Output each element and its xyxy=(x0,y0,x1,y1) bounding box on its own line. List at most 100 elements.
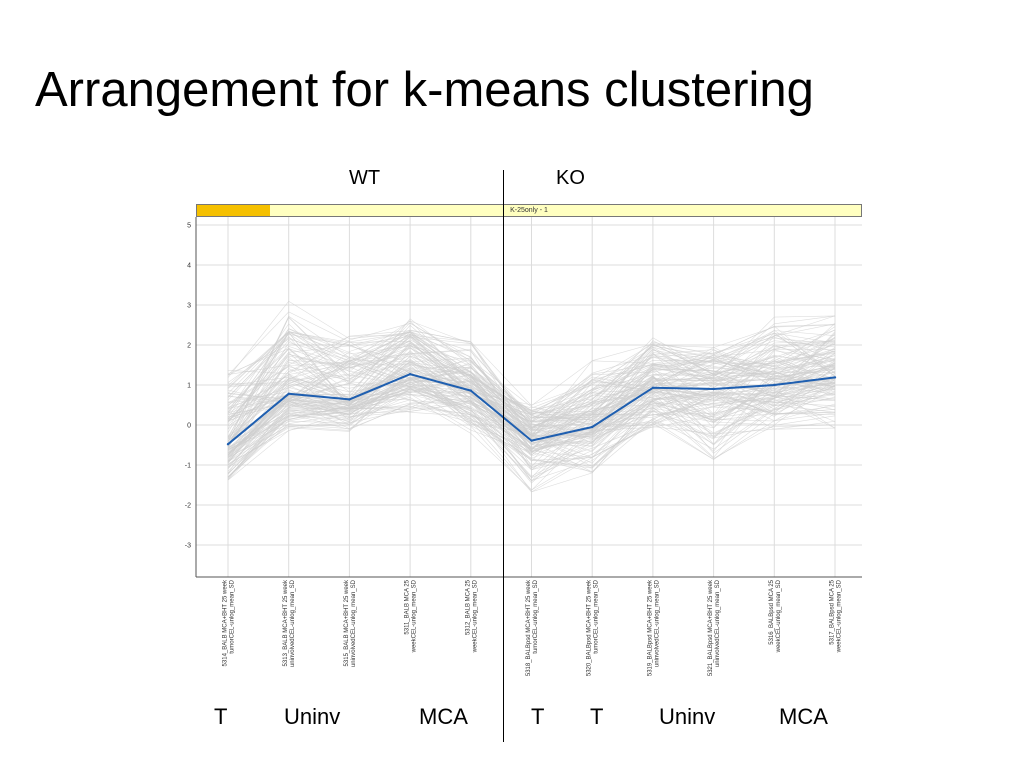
gene-profile-line xyxy=(227,399,836,491)
gene-profile-line xyxy=(227,362,836,479)
gene-profile-line xyxy=(227,331,836,426)
x-tick-label-line: tumorCEL-unlog_mean_SD xyxy=(230,579,236,653)
mean-profile-point xyxy=(833,376,837,379)
gene-profile-line xyxy=(227,324,836,406)
chart-axes xyxy=(195,217,862,578)
bottom-label-uninv: Uninv xyxy=(284,704,341,729)
gene-profile-line xyxy=(227,356,836,432)
gene-profile-line xyxy=(227,341,836,423)
y-axis-ticks: 5 4 3 2 1 0 -1 -2 -3 xyxy=(185,223,191,550)
gene-profile-line xyxy=(227,394,836,458)
y-tick-label: -1 xyxy=(185,463,191,470)
gene-profile-line xyxy=(227,340,836,449)
gene-profile-line xyxy=(227,377,836,474)
gene-profile-line xyxy=(227,330,836,421)
x-tick-label-line: 5321_BALBpsd MCA+BHT 25 week xyxy=(708,579,714,676)
gene-profile-line xyxy=(227,362,836,463)
gene-profile-line xyxy=(227,336,836,423)
slide-title: Arrangement for k-means clustering xyxy=(35,63,814,117)
gene-profile-line xyxy=(227,394,836,493)
x-tick-label: 5317_BALBpsd MCA 25 weekCEL-unlog_mean_SD xyxy=(830,579,843,653)
bottom-label-t: T xyxy=(214,704,228,729)
x-axis-ticks: 5314_BALB MCA+BHT 25 week tumorCEL-unlog_… xyxy=(223,579,843,676)
gene-profile-line xyxy=(227,385,836,471)
mean-profile-point xyxy=(773,383,776,387)
x-tick-label-line: 5311_BALB MCA 25 xyxy=(405,579,411,634)
gene-profile-line xyxy=(227,385,836,458)
x-tick-label: 5315_BALB MCA+BHT 25 week uninvolvedCEL-u… xyxy=(344,579,357,667)
bottom-label-mca: MCA xyxy=(419,704,468,729)
x-tick-label-line: weekCEL-unlog_mean_SD xyxy=(837,579,843,653)
x-tick-label: 5316_BALBpsd MCA 25 weekCEL-unlog_mean_SD xyxy=(769,579,782,653)
bottom-label-t: T xyxy=(531,704,545,729)
gene-profile-line xyxy=(227,379,836,478)
y-tick-label: 0 xyxy=(187,423,191,430)
mean-profile-point xyxy=(348,398,351,401)
gene-profile-line xyxy=(227,345,836,446)
x-tick-label-line: tumorCEL-unlog_mean_SD xyxy=(533,579,539,653)
wt-group-label: WT xyxy=(349,167,381,189)
x-tick-label-line: 5316_BALBpsd MCA 25 xyxy=(769,579,775,644)
x-tick-label: 5319_BALBpsd MCA+BHT 25 week uninvolvedCE… xyxy=(647,579,660,676)
x-tick-label: 5312_BALB MCA 25 weekCEL-unlog_mean_SD xyxy=(465,579,478,653)
x-tick-label-line: weekCEL-unlog_mean_SD xyxy=(472,579,478,653)
x-tick-label: 5311_BALB MCA 25 weekCEL-unlog_mean_SD xyxy=(405,579,418,653)
x-tick-label-line: 5317_BALBpsd MCA 25 xyxy=(830,579,836,644)
x-tick-label-line: 5318_BALBpsd MCA+BHT 25 week xyxy=(526,579,532,676)
gene-profile-line xyxy=(227,326,836,428)
gene-profile-line xyxy=(227,372,836,477)
gene-profile-line xyxy=(227,381,836,475)
mean-profile-point xyxy=(530,439,533,442)
mean-profile-point xyxy=(469,389,472,392)
mean-profile xyxy=(226,373,837,446)
gene-profile-line xyxy=(227,329,836,409)
gene-profile-line xyxy=(227,332,836,457)
bottom-label-t: T xyxy=(590,704,604,729)
bottom-label-uninv: Uninv xyxy=(659,704,716,729)
x-tick-label-line: 5313_BALB MCA+BHT 25 week xyxy=(283,579,289,666)
x-tick-label-line: uninvolvedCEL-unlog_mean_SD xyxy=(290,579,296,667)
y-tick-label: -3 xyxy=(185,543,191,550)
x-tick-label-line: weekCEL-unlog_mean_SD xyxy=(412,579,418,653)
gene-profile-line xyxy=(227,371,836,458)
x-tick-label-line: 5319_BALBpsd MCA+BHT 25 week xyxy=(647,579,653,676)
gene-profile-line xyxy=(227,348,836,455)
x-tick-label-line: 5315_BALB MCA+BHT 25 week xyxy=(344,579,350,666)
x-tick-label-line: 5312_BALB MCA 25 xyxy=(465,579,471,635)
x-tick-label-line: weekCEL-unlog_mean_SD xyxy=(776,579,782,653)
gene-profile-line xyxy=(227,330,836,446)
x-tick-label-line: uninvolvedCEL-unlog_mean_SD xyxy=(654,579,660,667)
mean-profile-point xyxy=(651,386,655,389)
mean-profile-point xyxy=(591,425,594,429)
mean-profile-point xyxy=(226,443,230,446)
ko-group-label: KO xyxy=(556,167,585,189)
mean-profile-point xyxy=(287,392,290,395)
x-tick-label: 5318_BALBpsd MCA+BHT 25 week tumorCEL-unl… xyxy=(526,579,539,676)
wt-ko-divider xyxy=(503,170,504,742)
x-tick-label: 5314_BALB MCA+BHT 25 week tumorCEL-unlog_… xyxy=(223,579,236,666)
gene-profile-line xyxy=(227,344,836,447)
cluster-name: K-25only - 1 xyxy=(510,207,548,214)
bottom-label-mca: MCA xyxy=(779,704,828,729)
x-tick-label: 5313_BALB MCA+BHT 25 week uninvolvedCEL-u… xyxy=(283,579,296,667)
mean-profile-point xyxy=(712,387,715,391)
gene-profile-line xyxy=(227,338,836,414)
x-tick-label-line: uninvolvedCEL-unlog_mean_SD xyxy=(715,579,721,667)
gene-profile-line xyxy=(227,365,836,472)
mean-profile-point xyxy=(408,373,412,376)
x-tick-label-line: 5320_BALBpsd MCA+BHT 25 week xyxy=(587,579,593,676)
gene-profile-line xyxy=(227,342,836,449)
x-tick-label-line: tumorCEL-unlog_mean_SD xyxy=(594,579,600,653)
y-tick-label: 4 xyxy=(187,263,191,270)
y-tick-label: 5 xyxy=(187,223,191,230)
gene-profile-line xyxy=(227,353,836,438)
y-tick-label: -2 xyxy=(185,503,191,510)
y-tick-label: 3 xyxy=(187,303,191,310)
x-tick-label: 5321_BALBpsd MCA+BHT 25 week uninvolvedCE… xyxy=(708,579,721,676)
x-tick-label-line: 5314_BALB MCA+BHT 25 week xyxy=(223,579,229,666)
cluster-bar[interactable]: K-25only - 1 xyxy=(196,204,862,217)
gene-profile-line xyxy=(227,393,836,469)
y-tick-label: 2 xyxy=(187,343,191,350)
gene-profile-line xyxy=(227,341,836,437)
gene-profile-line xyxy=(227,379,836,481)
